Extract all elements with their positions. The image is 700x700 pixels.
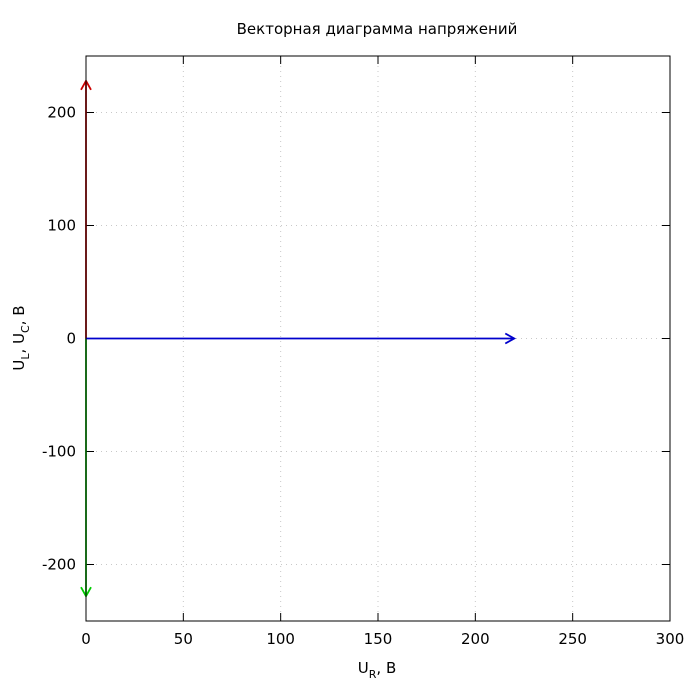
x-tick-label-100: 100 [266,630,295,648]
y-axis-label-subscript-1: L [19,353,32,360]
tick-marks [85,56,671,621]
y-axis-label-main-1: U [10,360,28,371]
x-tick-label-0: 0 [81,630,91,648]
y-tick-label-200: 200 [47,104,76,122]
x-axis-label-subscript: R [369,668,377,681]
y-tick-labels: -200 -100 0 100 200 [42,104,76,574]
y-axis-label: UL, UC, В [10,305,32,370]
plot-frame [85,55,671,622]
y-tick-label--100: -100 [42,443,76,461]
x-tick-label-300: 300 [656,630,685,648]
x-axis-label-suffix: , В [376,659,396,677]
y-axis-label-suffix-1: , [10,344,28,354]
x-tick-label-250: 250 [558,630,587,648]
x-axis-label-main: U [358,659,369,677]
y-tick-label-0: 0 [66,330,76,348]
x-tick-labels: 0 50 100 150 200 250 300 [81,630,684,648]
x-tick-label-200: 200 [461,630,490,648]
x-axis-label: UR, В [358,659,396,681]
y-tick-label-100: 100 [47,217,76,235]
vector-layer [80,79,517,598]
x-tick-label-150: 150 [364,630,393,648]
y-axis-label-subscript-2: C [19,325,32,333]
y-axis-label-suffix-2: , В [10,305,28,325]
y-axis-label-main-2: U [10,333,28,344]
chart-title: Векторная диаграмма напряжений [237,20,518,38]
x-tick-label-50: 50 [174,630,193,648]
y-tick-label--200: -200 [42,556,76,574]
